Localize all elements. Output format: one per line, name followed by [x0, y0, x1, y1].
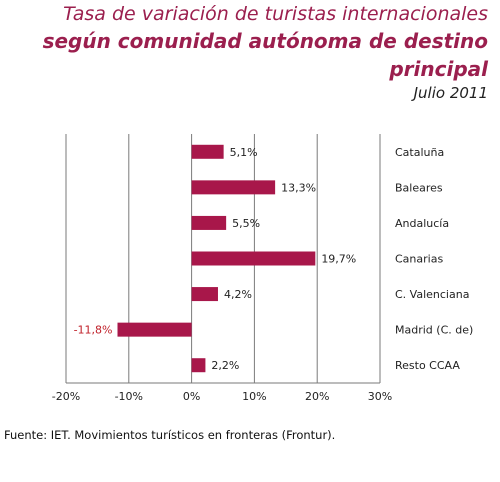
category-label-4: C. Valenciana — [395, 288, 469, 301]
chart-date: Julio 2011 — [413, 84, 488, 102]
bar-chart: -20% -10% 0% 10% 20% 30% 5,1% Cataluña 13,3% Bale… — [52, 134, 473, 403]
value-label-2: 5,5% — [232, 217, 260, 230]
bar-0 — [191, 144, 224, 159]
value-label-3: 19,7% — [321, 253, 356, 266]
x-tick-label-3: 10% — [242, 390, 266, 403]
bar-5 — [117, 322, 192, 337]
x-tick-label-4: 20% — [305, 390, 329, 403]
value-label-6: 2,2% — [211, 359, 239, 372]
bar-1 — [191, 180, 276, 195]
bar-6 — [191, 358, 206, 373]
chart-title-line1: Tasa de variación de turistas internacio… — [63, 3, 488, 25]
source-note: Fuente: IET. Movimientos turísticos en f… — [4, 428, 336, 442]
chart-title-block: Tasa de variación de turistas internacio… — [0, 2, 488, 103]
category-label-3: Canarias — [395, 253, 443, 266]
category-label-2: Andalucía — [395, 217, 449, 230]
category-label-6: Resto CCAA — [395, 359, 460, 372]
bar-3 — [191, 251, 316, 266]
value-label-0: 5,1% — [230, 146, 258, 159]
x-tick-label-1: -10% — [115, 390, 143, 403]
chart-title-line3: principal — [389, 57, 488, 81]
value-label-4: 4,2% — [224, 288, 252, 301]
category-label-1: Baleares — [395, 181, 443, 194]
bar-2 — [191, 215, 227, 230]
chart-title-line2: según comunidad autónoma de destino — [42, 29, 488, 53]
x-tick-label-2: 0% — [183, 390, 200, 403]
category-label-5: Madrid (C. de) — [395, 324, 473, 337]
value-label-5: -11,8% — [74, 324, 113, 337]
bar-4 — [191, 287, 218, 302]
value-label-1: 13,3% — [281, 181, 316, 194]
x-tick-label-5: 30% — [368, 390, 392, 403]
category-label-0: Cataluña — [395, 146, 444, 159]
x-tick-label-0: -20% — [52, 390, 80, 403]
